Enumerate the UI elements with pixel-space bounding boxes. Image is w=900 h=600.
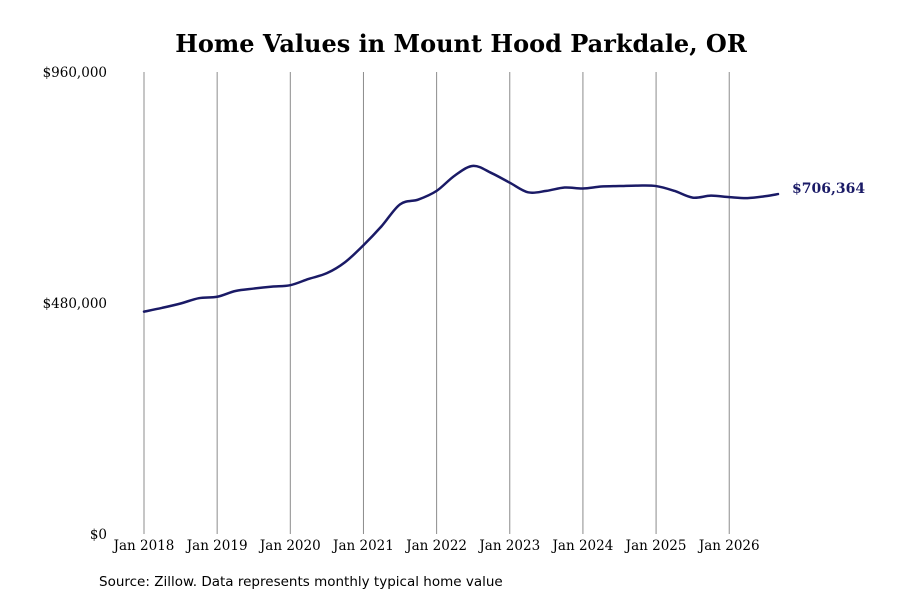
x-tick-label: Jan 2023 — [477, 538, 540, 554]
x-tick-label: Jan 2019 — [185, 538, 248, 554]
x-tick-label: Jan 2025 — [624, 538, 687, 554]
home-value-line — [142, 164, 780, 313]
source-note: Source: Zillow. Data represents monthly … — [99, 574, 503, 590]
x-tick-label: Jan 2018 — [112, 538, 175, 554]
end-value-label: $706,364 — [792, 181, 865, 197]
chart-title: Home Values in Mount Hood Parkdale, OR — [175, 29, 748, 58]
y-tick-label: $0 — [90, 527, 107, 543]
vertical-gridlines — [143, 72, 730, 534]
y-axis-ticks: $0 $480,000 $960,000 — [43, 65, 107, 543]
x-tick-label: Jan 2022 — [404, 538, 467, 554]
y-tick-label: $960,000 — [43, 65, 107, 81]
x-axis-ticks: Jan 2018 Jan 2019 Jan 2020 Jan 2021 Jan 2022… — [112, 538, 760, 554]
x-tick-label: Jan 2021 — [331, 538, 394, 554]
x-tick-label: Jan 2026 — [697, 538, 760, 554]
x-tick-label: Jan 2020 — [258, 538, 321, 554]
y-tick-label: $480,000 — [43, 296, 107, 312]
x-tick-label: Jan 2024 — [551, 538, 614, 554]
